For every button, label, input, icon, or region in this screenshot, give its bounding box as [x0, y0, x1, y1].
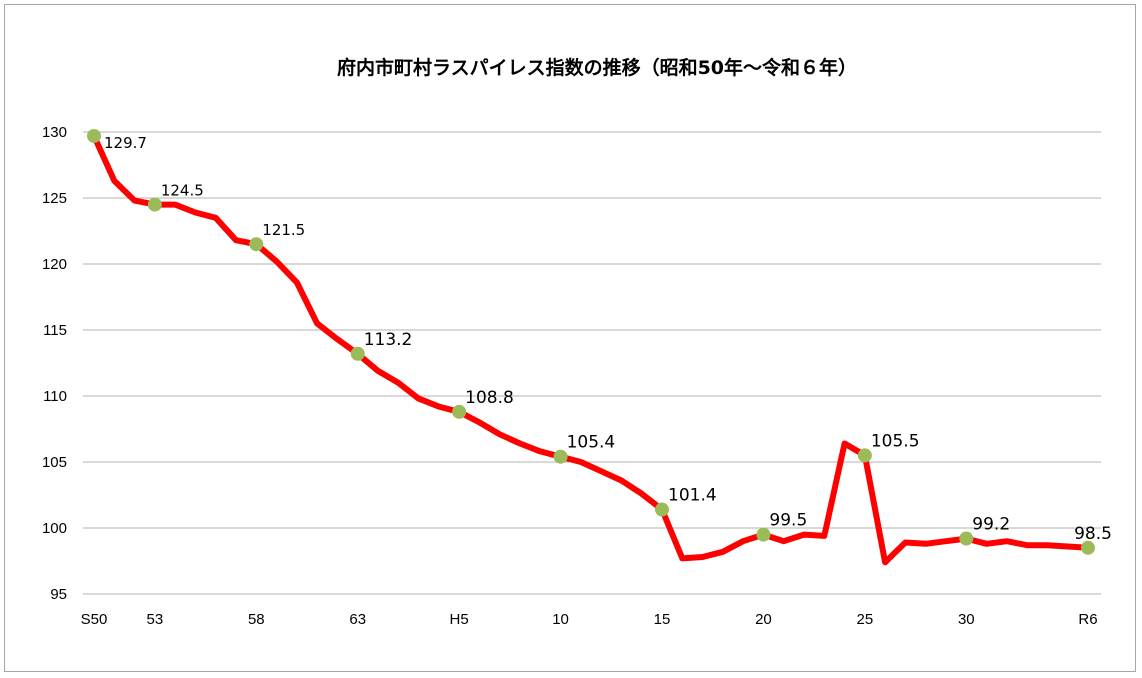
- y-tick-label: 115: [43, 322, 67, 339]
- data-label: 98.5: [1074, 524, 1112, 544]
- data-label: 121.5: [262, 221, 305, 239]
- data-label: 99.5: [769, 511, 807, 531]
- x-tick-label: 25: [857, 611, 874, 628]
- x-tick-label: 30: [958, 611, 975, 628]
- data-point-marker: [87, 128, 101, 143]
- chart-frame: [4, 4, 1136, 672]
- data-point-marker: [1081, 540, 1095, 555]
- data-label: 105.4: [567, 433, 616, 453]
- data-labels: 129.7 124.5 121.5 113.2 108.8 105.4 101.4 99.5 1…: [104, 134, 1112, 544]
- data-label: 101.4: [668, 486, 717, 506]
- x-tick-label: 15: [654, 611, 671, 628]
- x-tick-label: S50: [81, 611, 108, 628]
- y-tick-label: 130: [42, 124, 67, 141]
- data-point-marker: [350, 346, 365, 361]
- data-label: 99.2: [972, 515, 1010, 535]
- data-label: 108.8: [465, 388, 514, 408]
- series-line: [91, 133, 1091, 566]
- x-tick-label: 63: [349, 611, 366, 628]
- y-tick-label: 120: [42, 256, 67, 273]
- x-tick-label: R6: [1078, 611, 1097, 628]
- x-axis-ticks: S50 53 58 63 H5 10 15 20 25 30 R6: [81, 611, 1098, 628]
- x-tick-label: 53: [147, 611, 164, 628]
- y-tick-label: 95: [50, 586, 67, 603]
- series-line-layer: [91, 133, 1091, 566]
- data-point-marker: [553, 449, 568, 464]
- y-tick-label: 105: [42, 454, 67, 471]
- data-point-marker: [756, 527, 771, 542]
- x-tick-label: 10: [552, 611, 569, 628]
- y-axis-ticks: 95 100 105 110 115 120 125 130: [42, 124, 67, 603]
- x-tick-label: H5: [450, 611, 469, 628]
- data-label: 124.5: [161, 182, 204, 200]
- gridlines: [83, 131, 1101, 595]
- markers: [87, 128, 1095, 555]
- data-label: 105.5: [871, 431, 920, 451]
- chart-title: 府内市町村ラスパイレス指数の推移（昭和50年～令和６年）: [337, 56, 857, 79]
- data-label: 129.7: [104, 134, 147, 152]
- data-point-marker: [857, 448, 872, 463]
- data-label: 113.2: [364, 330, 413, 350]
- x-tick-label: 20: [755, 611, 772, 628]
- data-point-marker: [249, 237, 264, 252]
- data-point-marker: [452, 404, 467, 419]
- y-tick-label: 100: [42, 520, 67, 537]
- y-tick-label: 125: [42, 190, 67, 207]
- y-tick-label: 110: [43, 388, 67, 405]
- x-tick-label: 58: [248, 611, 265, 628]
- data-point-marker: [655, 502, 669, 517]
- data-point-marker: [147, 197, 162, 212]
- data-point-marker: [959, 531, 974, 546]
